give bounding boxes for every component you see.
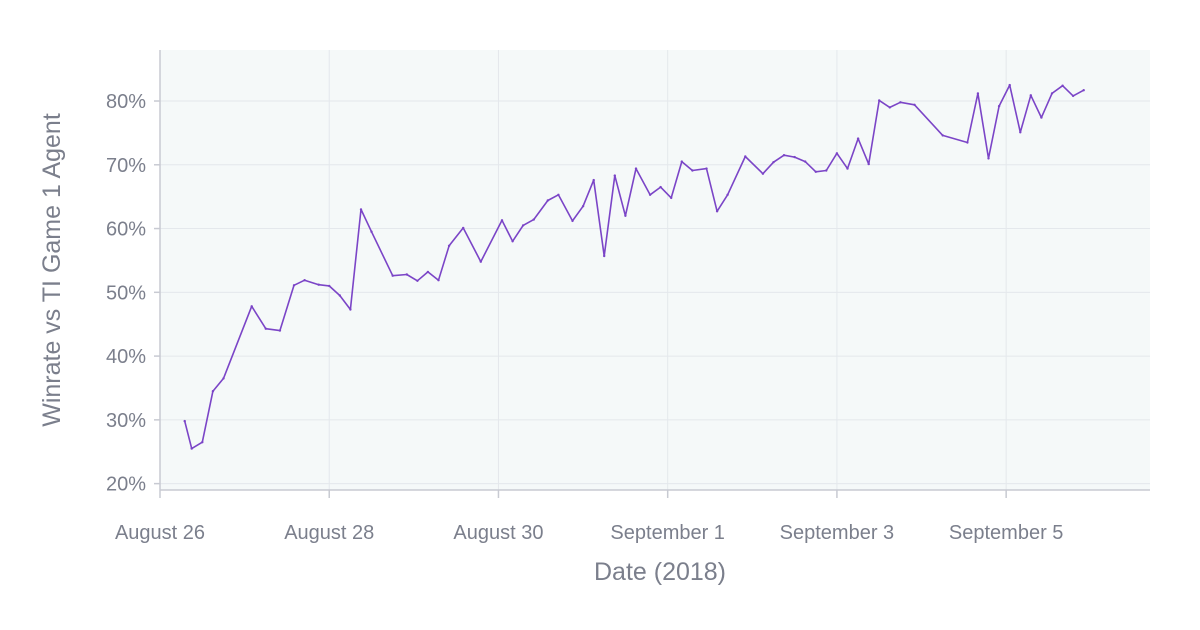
data-point [416, 279, 419, 282]
y-axis-title: Winrate vs TI Game 1 Agent [38, 113, 66, 427]
data-point [705, 167, 708, 170]
data-point [913, 103, 916, 107]
data-point [793, 155, 796, 159]
data-point [338, 294, 341, 297]
grid-lines [159, 50, 1150, 490]
data-point [437, 279, 440, 282]
data-point [1071, 94, 1075, 98]
data-point [190, 447, 193, 450]
data-point [447, 244, 451, 247]
data-point [426, 270, 430, 274]
y-axis-ticks: 20% 30% 40% 50% 60% 70% 80% [106, 91, 160, 496]
data-point [211, 390, 215, 393]
x-axis-ticks: August 26 August 28 August 30 September 1 Se… [115, 490, 1063, 544]
y-tick-label: 30% [106, 410, 146, 432]
data-point [479, 260, 482, 263]
x-tick-label: September 5 [949, 522, 1064, 544]
x-tick-label: August 30 [453, 522, 543, 544]
data-point [303, 279, 306, 282]
data-point [878, 99, 881, 102]
data-point [264, 327, 267, 330]
data-point [648, 193, 652, 196]
data-point [1008, 83, 1011, 87]
data-point [500, 219, 504, 222]
data-point [814, 170, 817, 173]
data-point [571, 219, 574, 223]
data-point [532, 218, 535, 221]
data-point [603, 254, 606, 258]
y-tick-label: 60% [106, 219, 146, 241]
plot-area [160, 50, 1150, 490]
data-point [511, 240, 514, 243]
data-point [391, 274, 394, 277]
y-tick-label: 20% [106, 474, 146, 496]
data-point [835, 152, 839, 155]
data-point [772, 161, 775, 164]
data-point [997, 104, 1001, 108]
data-point [761, 172, 765, 175]
y-tick-label: 80% [106, 91, 146, 113]
x-tick-label: August 26 [115, 522, 205, 544]
data-point [782, 154, 786, 157]
data-point [250, 305, 253, 308]
x-axis-title: Date (2018) [594, 558, 726, 586]
data-point [613, 174, 616, 177]
data-point [715, 210, 719, 213]
data-point [1050, 92, 1054, 95]
y-tick-label: 50% [106, 282, 146, 304]
winrate-series-line [183, 84, 1085, 450]
data-point [867, 162, 870, 166]
data-point [744, 155, 747, 158]
data-point [521, 224, 525, 227]
data-point [899, 101, 902, 104]
data-point [278, 329, 282, 332]
data-point [546, 199, 549, 202]
x-tick-label: September 1 [610, 522, 725, 544]
data-point [462, 226, 465, 230]
data-point [1061, 84, 1064, 87]
data-point [370, 230, 373, 233]
data-point [349, 308, 352, 311]
data-point [405, 273, 408, 276]
data-point [825, 169, 828, 172]
data-point [292, 284, 296, 287]
data-point [557, 193, 560, 196]
data-point [804, 160, 807, 163]
data-point [201, 441, 204, 444]
y-tick-label: 40% [106, 346, 146, 368]
data-point [966, 141, 969, 144]
data-point [670, 196, 673, 200]
data-point [359, 208, 363, 211]
data-point [846, 167, 849, 170]
data-point [1040, 116, 1043, 119]
data-point [328, 284, 331, 288]
x-tick-label: August 28 [284, 522, 374, 544]
data-point [183, 419, 186, 423]
data-point [581, 205, 585, 208]
data-point [222, 377, 225, 380]
data-point [941, 134, 944, 137]
data-point [1029, 94, 1033, 97]
data-point [888, 106, 891, 109]
data-points [183, 83, 1085, 450]
data-point [317, 283, 320, 286]
data-point [634, 167, 638, 170]
data-point [976, 92, 980, 95]
data-point [987, 157, 990, 160]
data-point [659, 185, 662, 189]
y-tick-label: 70% [106, 155, 146, 177]
data-point [691, 169, 694, 172]
data-point [856, 137, 860, 140]
data-point [680, 160, 683, 163]
data-point [726, 193, 729, 196]
data-point [624, 214, 627, 217]
data-point [1082, 89, 1085, 92]
data-point [1019, 131, 1022, 134]
x-tick-label: September 3 [780, 522, 895, 544]
data-point [592, 178, 595, 182]
